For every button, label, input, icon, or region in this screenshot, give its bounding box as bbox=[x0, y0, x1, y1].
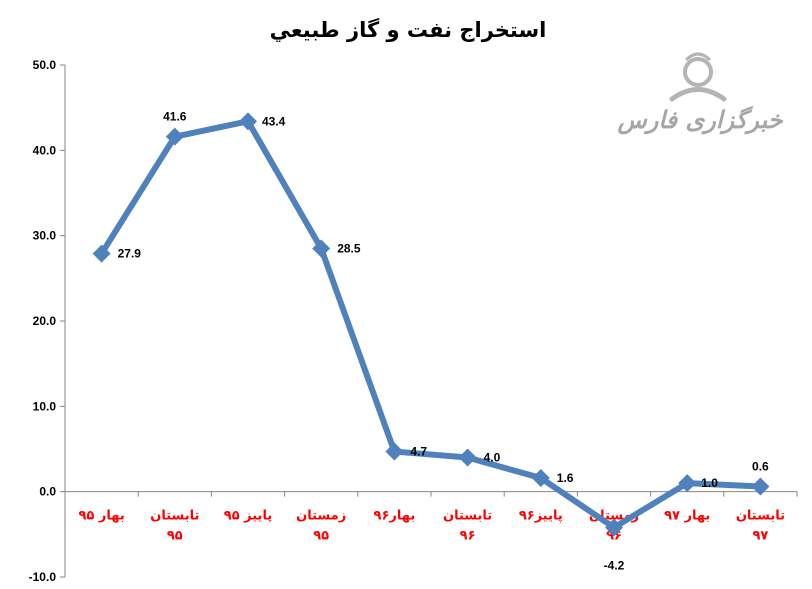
data-point-marker bbox=[458, 448, 477, 467]
data-point-marker bbox=[605, 518, 623, 537]
data-point-marker bbox=[751, 477, 770, 496]
x-tick-label: پاییز ۹۵ bbox=[224, 509, 272, 524]
data-point-marker bbox=[239, 112, 257, 131]
y-tick-label: 30.0 bbox=[33, 229, 57, 243]
x-tick-label: بهار ۹۵ bbox=[78, 509, 124, 524]
x-axis-labels: بهار ۹۵ تابستان ۹۵ پاییز ۹۵ زمستان ۹۵ بهار۹۶ تا… bbox=[78, 509, 784, 544]
x-tick-label: تابستان ۹۵ bbox=[150, 509, 199, 544]
data-label: 4.0 bbox=[484, 451, 501, 465]
data-point-marker bbox=[312, 239, 331, 258]
data-label: 1.0 bbox=[701, 476, 718, 490]
data-label: 0.6 bbox=[752, 460, 769, 474]
watermark-logo: خبرگزاری فارس bbox=[616, 52, 784, 135]
data-label: 1.6 bbox=[557, 471, 574, 485]
data-labels: 27.9 41.6 43.4 28.5 4.7 4.0 1.6 -4.2 1.0 0.6 bbox=[118, 110, 769, 573]
data-label: 27.9 bbox=[118, 247, 142, 261]
data-label: -4.2 bbox=[604, 559, 625, 573]
data-label: 43.4 bbox=[262, 114, 286, 128]
fars-news-logo-icon bbox=[669, 52, 727, 102]
x-tick-label: پاییز۹۶ bbox=[519, 509, 563, 524]
x-tick-label: زمستان ۹۵ bbox=[296, 509, 346, 544]
data-label: 28.5 bbox=[337, 241, 361, 255]
data-label: 4.7 bbox=[410, 445, 427, 459]
chart-title: استخراج نفت و گاز طبيعي bbox=[270, 17, 547, 43]
y-tick-label: 0.0 bbox=[39, 485, 56, 499]
data-point-marker bbox=[92, 244, 111, 263]
y-tick-label: 40.0 bbox=[33, 143, 57, 157]
x-tick-label: تابستان ۹۶ bbox=[443, 509, 492, 544]
x-tick-label: بهار۹۶ bbox=[374, 509, 416, 524]
data-point-marker bbox=[385, 442, 404, 461]
data-point-marker bbox=[165, 127, 184, 146]
x-tick-label: تابستان ۹۷ bbox=[736, 509, 785, 544]
y-tick-label: -10.0 bbox=[29, 570, 57, 584]
y-tick-label: 10.0 bbox=[33, 399, 57, 413]
data-point-marker bbox=[678, 474, 697, 493]
x-tick-label: بهار ۹۷ bbox=[664, 509, 710, 524]
y-axis-ticks: 50.0 40.0 30.0 20.0 10.0 0.0 -10.0 bbox=[29, 58, 65, 584]
series-line bbox=[98, 118, 764, 531]
watermark-text: خبرگزاری فارس bbox=[616, 105, 783, 135]
data-point-marker bbox=[531, 469, 550, 488]
y-tick-label: 20.0 bbox=[33, 314, 57, 328]
data-label: 41.6 bbox=[163, 110, 187, 124]
y-tick-label: 50.0 bbox=[33, 58, 57, 72]
series-layer bbox=[92, 112, 770, 537]
